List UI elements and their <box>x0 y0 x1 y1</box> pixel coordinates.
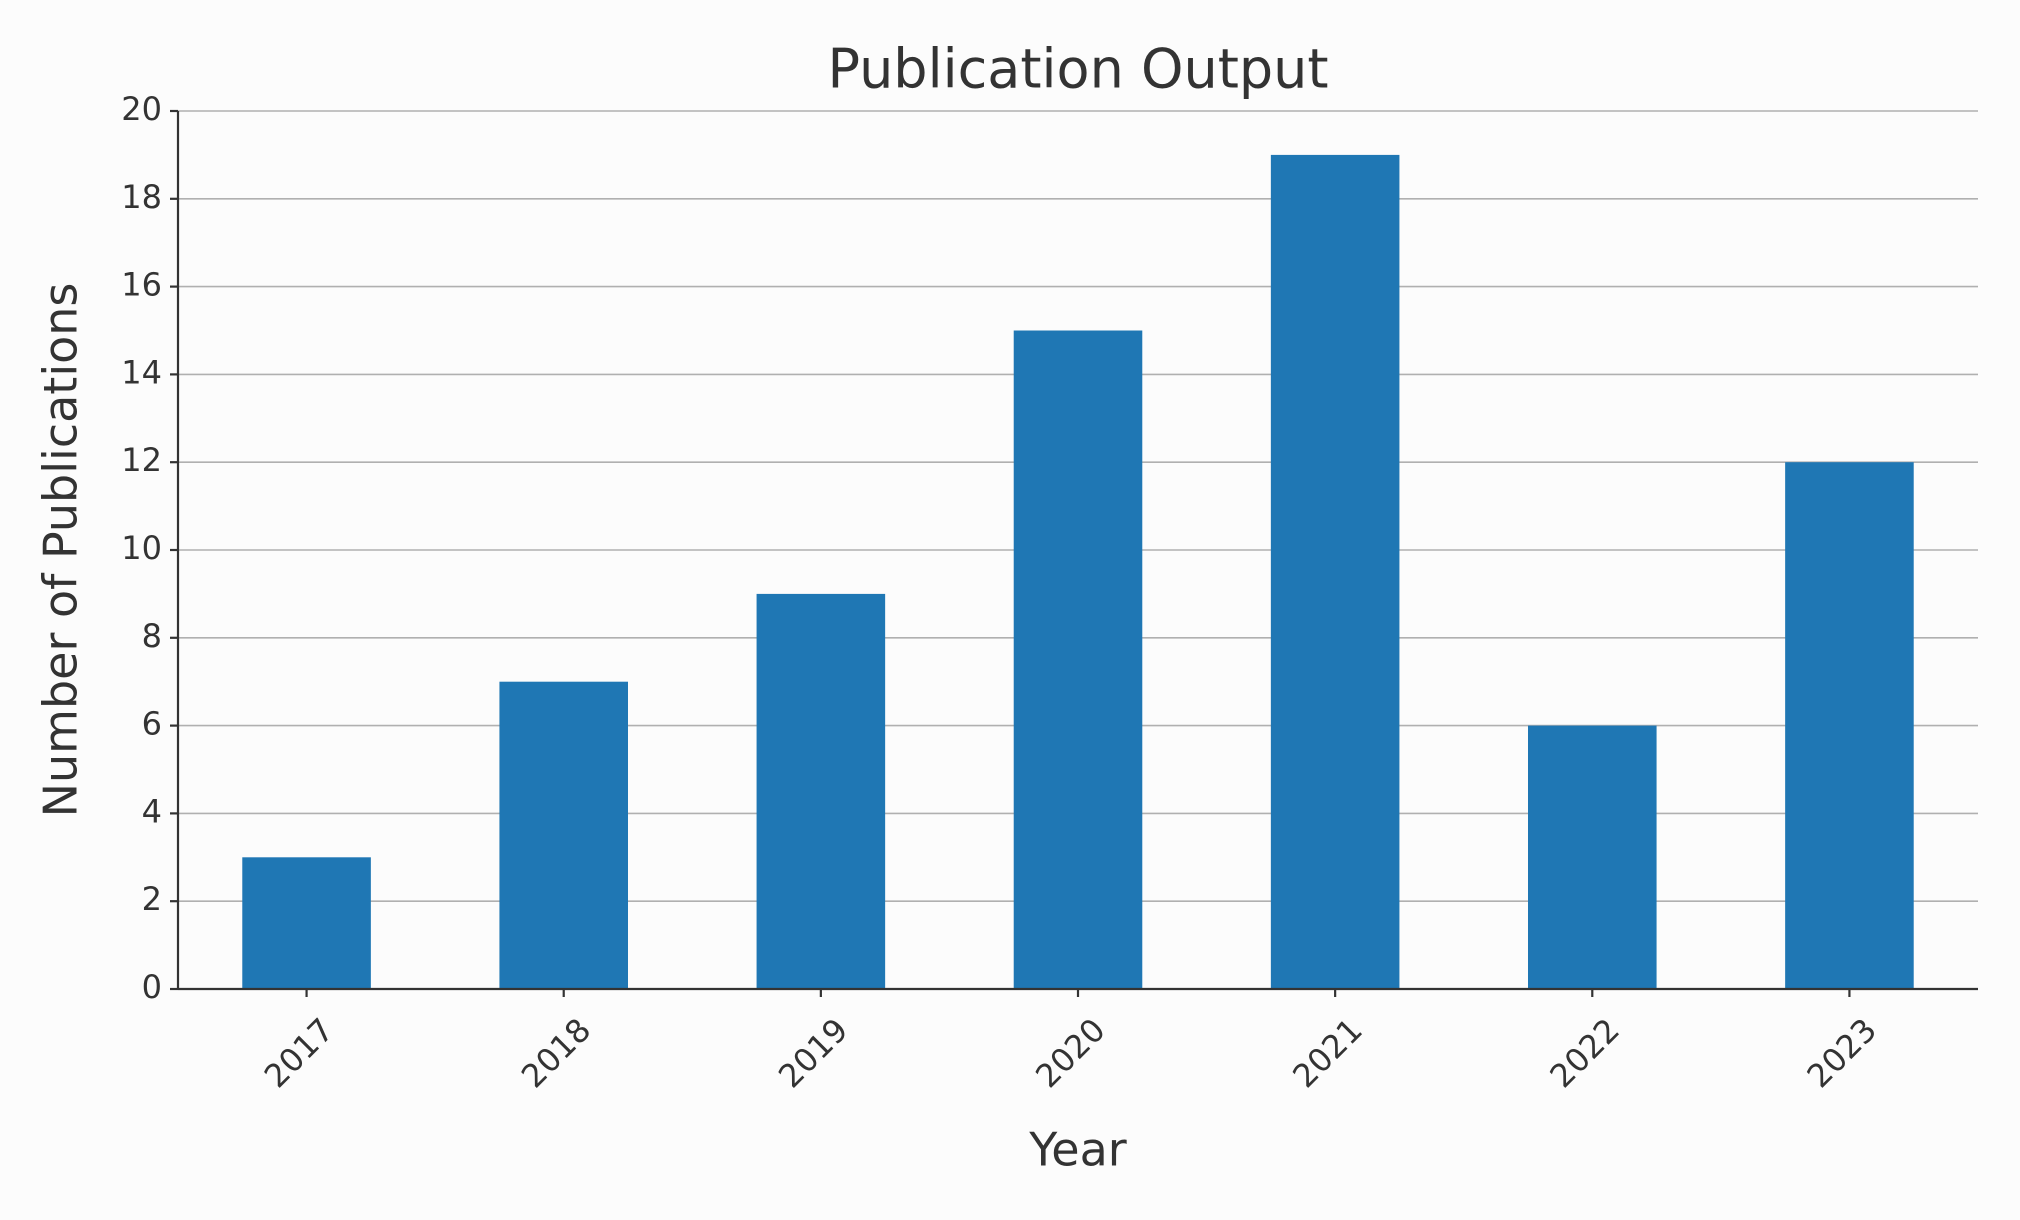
y-tick-label: 10 <box>121 529 162 567</box>
bar <box>499 681 628 989</box>
chart-title: Publication Output <box>827 38 1328 101</box>
y-tick-label: 8 <box>142 617 162 655</box>
y-tick-label: 16 <box>121 266 162 304</box>
bar <box>1785 462 1914 989</box>
bar <box>1013 330 1143 989</box>
y-tick-label: 6 <box>142 705 162 743</box>
bar <box>756 593 886 989</box>
y-tick-label: 0 <box>142 968 162 1006</box>
bar <box>1528 725 1657 989</box>
y-tick-label: 20 <box>121 90 162 128</box>
y-tick-label: 2 <box>142 880 162 918</box>
y-tick-label: 12 <box>121 441 162 479</box>
y-tick-label: 14 <box>121 353 162 391</box>
x-axis-label: Year <box>1028 1123 1126 1177</box>
bar <box>1270 154 1400 989</box>
bar <box>242 857 371 989</box>
y-axis-label: Number of Publications <box>34 283 88 818</box>
y-tick-label: 4 <box>142 792 162 830</box>
y-tick-label: 18 <box>121 178 162 216</box>
